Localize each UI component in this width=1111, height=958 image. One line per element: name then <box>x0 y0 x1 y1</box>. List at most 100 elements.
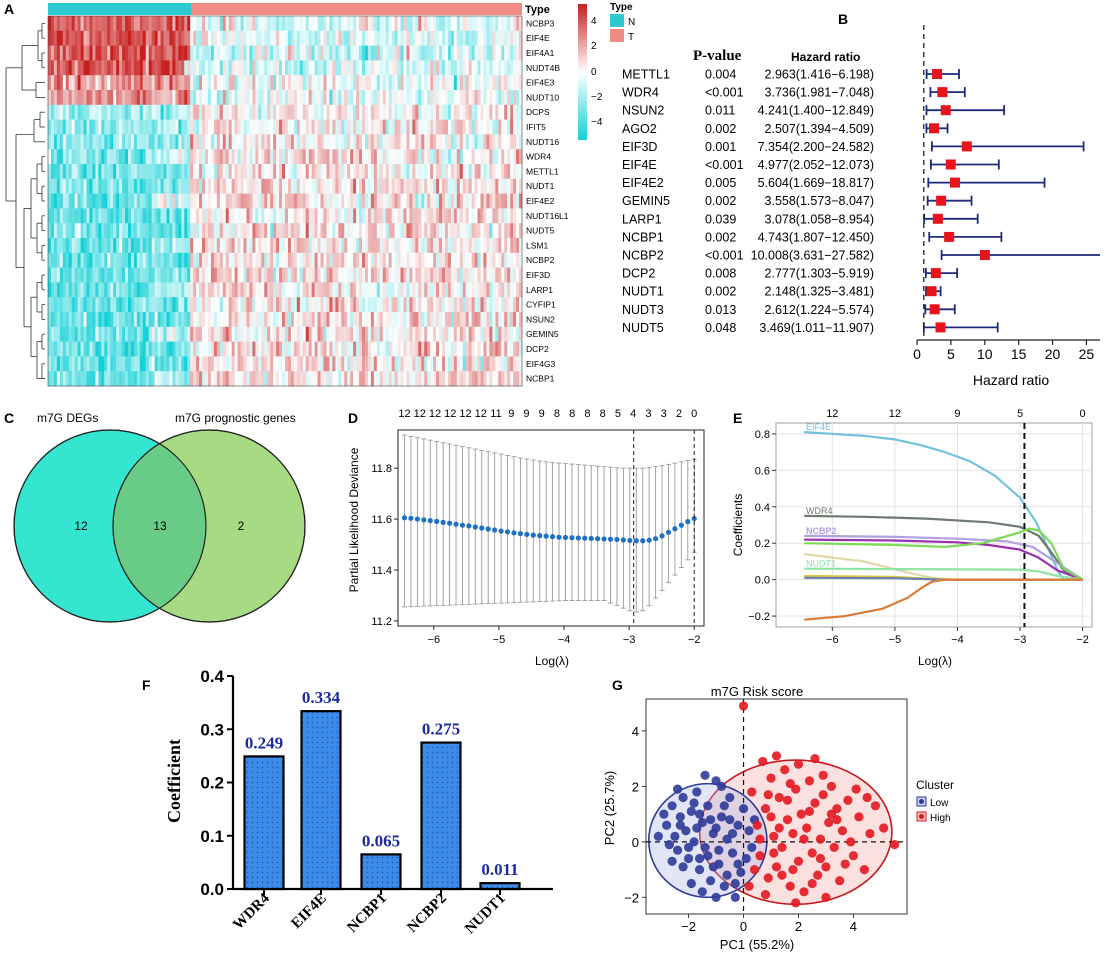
heatmap-cell <box>492 267 496 283</box>
heatmap-cell <box>178 149 182 165</box>
heatmap-cell <box>519 356 523 372</box>
heatmap-cell <box>439 178 443 194</box>
venn-right-title: m7G prognostic genes <box>175 411 296 425</box>
heatmap-cell <box>190 104 194 120</box>
heatmap-cell <box>282 326 286 342</box>
pca-high-point <box>755 851 765 861</box>
heatmap-cell <box>456 267 461 283</box>
heatmap-cell <box>332 341 336 357</box>
heatmap-cell <box>373 45 378 61</box>
heatmap-cell <box>403 164 407 180</box>
heatmap-cell <box>323 178 327 194</box>
heatmap-cell <box>199 356 203 372</box>
heatmap-cell <box>202 312 206 328</box>
forest-x-tick-label: 15 <box>1011 346 1027 362</box>
panel-a: A NCBP3EIF4EEIF4A1NUDT4BEIF4E3NUDT10DCPS… <box>4 1 635 387</box>
heatmap-cell <box>450 312 455 328</box>
heatmap-cell <box>421 90 425 106</box>
heatmap-cell <box>350 149 354 165</box>
heatmap-cell <box>95 356 99 372</box>
heatmap-cell <box>406 164 410 180</box>
heatmap-cell <box>282 30 286 46</box>
heatmap-cell <box>483 297 487 313</box>
heatmap-cell <box>98 149 102 165</box>
heatmap-cell <box>172 90 176 106</box>
heatmap-cell <box>59 326 64 342</box>
cv-mean-point <box>517 531 524 537</box>
heatmap-cell <box>258 341 262 357</box>
heatmap-cell <box>237 371 241 387</box>
heatmap-cell <box>421 134 425 150</box>
heatmap-cell <box>471 341 475 357</box>
heatmap-cell <box>267 104 271 120</box>
heatmap-cell <box>430 238 434 254</box>
heatmap-cell <box>299 223 304 239</box>
heatmap-cell <box>107 45 111 61</box>
heatmap-gene-label: METTL1 <box>526 166 559 176</box>
heatmap-cell <box>489 164 493 180</box>
heatmap-cell <box>148 134 152 150</box>
heatmap-cell <box>252 16 256 32</box>
heatmap-cell <box>403 238 407 254</box>
heatmap-cell <box>95 104 99 120</box>
heatmap-cell <box>296 30 301 46</box>
heatmap-cell <box>101 60 105 76</box>
heatmap-cell <box>459 297 464 313</box>
heatmap-cell <box>477 75 481 91</box>
heatmap-cell <box>456 164 461 180</box>
forest-hr-text: 3.736(1.981−7.048) <box>765 86 874 100</box>
heatmap-cell <box>403 312 407 328</box>
heatmap-cell <box>157 30 161 46</box>
heatmap-cell <box>119 341 123 357</box>
heatmap-cell <box>122 149 126 165</box>
heatmap-cell <box>119 60 123 76</box>
heatmap-cell <box>442 312 446 328</box>
heatmap-cell <box>421 178 425 194</box>
heatmap-cell <box>98 164 102 180</box>
heatmap-cell <box>213 252 218 268</box>
heatmap-cell <box>187 134 191 150</box>
heatmap-cell <box>246 252 250 268</box>
color-scale-ticks: 4 2 0 −2 −4 <box>591 16 603 128</box>
heatmap-cell <box>397 119 401 135</box>
heatmap-cell <box>433 356 437 372</box>
heatmap-cell <box>474 267 478 283</box>
heatmap-cell <box>474 223 478 239</box>
heatmap-cell <box>95 134 99 150</box>
heatmap-cell <box>157 134 161 150</box>
heatmap-cell <box>495 297 499 313</box>
heatmap-cell <box>98 371 102 387</box>
heatmap-cell <box>400 326 404 342</box>
heatmap-cell <box>216 208 221 224</box>
heatmap-cell <box>65 75 70 91</box>
heatmap-cell <box>338 104 342 120</box>
heatmap-cell <box>362 252 366 268</box>
heatmap-cell <box>157 16 161 32</box>
heatmap-cell <box>433 104 437 120</box>
heatmap-border <box>47 15 523 387</box>
heatmap-cell <box>510 267 514 283</box>
heatmap-cell <box>335 178 339 194</box>
heatmap-cell <box>296 45 301 61</box>
heatmap-cell <box>163 312 167 328</box>
heatmap-cell <box>95 312 99 328</box>
heatmap-cell <box>320 119 324 135</box>
heatmap-cell <box>199 178 203 194</box>
heatmap-cell <box>282 178 286 194</box>
heatmap-cell <box>110 134 114 150</box>
heatmap-cell <box>193 208 197 224</box>
heatmap-cell <box>145 134 150 150</box>
pca-low-point <box>678 792 688 803</box>
heatmap-cell <box>510 208 514 224</box>
heatmap-cell <box>501 119 505 135</box>
forest-pvalue: 0.013 <box>705 303 736 317</box>
heatmap-cell <box>151 326 155 342</box>
heatmap-cell <box>412 16 416 32</box>
heatmap-cell <box>80 16 84 32</box>
coef-path-gene3 <box>804 538 1083 581</box>
heatmap-cell <box>175 208 179 224</box>
heatmap-cell <box>436 371 440 387</box>
heatmap-cell <box>160 238 164 254</box>
heatmap-cell <box>299 356 304 372</box>
heatmap-cell <box>439 149 443 165</box>
